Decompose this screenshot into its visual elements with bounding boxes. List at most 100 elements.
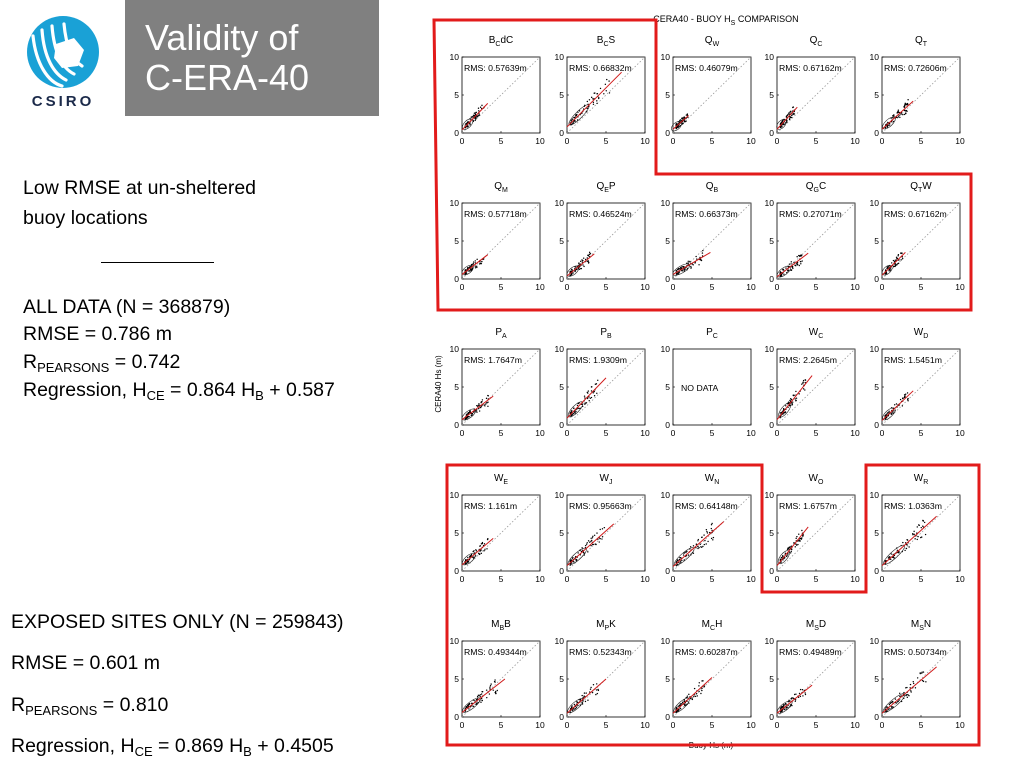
x-tick-label: 0 — [775, 428, 780, 438]
scatter-panel: PC 10 5 00 5 10 NO DATA — [661, 327, 756, 438]
y-tick-label: 10 — [870, 52, 880, 62]
y-tick-label: 10 — [555, 490, 565, 500]
x-tick-label: 5 — [604, 282, 609, 292]
x-tick-label: 5 — [814, 428, 819, 438]
scatter-panel: WE 10 5 00 5 10 RMS: 1.161m — [450, 473, 545, 584]
x-tick-label: 0 — [565, 428, 570, 438]
rms-label: RMS: 0.57718m — [464, 209, 527, 219]
panel-title: QEP — [596, 181, 615, 194]
x-tick-label: 5 — [499, 428, 504, 438]
rms-label: RMS: 1.9309m — [569, 355, 627, 365]
y-tick-label: 0 — [665, 128, 670, 138]
x-tick-label: 0 — [775, 282, 780, 292]
csiro-logo: CSIRO — [27, 16, 99, 110]
x-tick-label: 10 — [850, 282, 860, 292]
y-tick-label: 10 — [765, 636, 775, 646]
x-tick-label: 0 — [880, 136, 885, 146]
regression-line — [776, 252, 809, 278]
y-tick-label: 10 — [765, 490, 775, 500]
point-cloud — [884, 671, 927, 713]
panel-title: BCS — [597, 35, 616, 48]
x-tick-label: 5 — [710, 574, 715, 584]
x-tick-label: 5 — [814, 136, 819, 146]
x-tick-label: 5 — [499, 720, 504, 730]
rms-label: RMS: 0.95663m — [569, 501, 632, 511]
exposed-count: EXPOSED SITES ONLY (N = 259843) — [11, 611, 344, 633]
rms-label: RMS: 0.27071m — [779, 209, 842, 219]
scatter-panel: QTW 10 5 00 5 10 RMS: 0.67162m — [870, 181, 965, 292]
y-tick-label: 10 — [450, 636, 460, 646]
regression-line — [881, 515, 937, 567]
panel-title: WN — [705, 473, 720, 486]
x-tick-label: 0 — [880, 282, 885, 292]
x-tick-label: 10 — [746, 282, 756, 292]
y-tick-label: 10 — [661, 344, 671, 354]
rms-label: RMS: 0.66373m — [675, 209, 738, 219]
x-tick-label: 5 — [710, 428, 715, 438]
scatter-panel: QM 10 5 00 5 10 RMS: 0.57718m — [450, 181, 545, 292]
y-tick-label: 10 — [555, 344, 565, 354]
title-line-1: Validity of — [145, 17, 299, 58]
regression-line — [461, 395, 494, 421]
x-tick-label: 5 — [499, 574, 504, 584]
panel-title: QGC — [806, 181, 826, 194]
rms-label: RMS: 0.67162m — [884, 209, 947, 219]
y-tick-label: 5 — [665, 674, 670, 684]
x-tick-label: 0 — [775, 574, 780, 584]
scatter-panel: QGC 10 5 00 5 10 RMS: 0.27071m — [765, 181, 860, 292]
x-tick-label: 5 — [814, 282, 819, 292]
x-tick-label: 0 — [460, 282, 465, 292]
y-tick-label: 5 — [665, 90, 670, 100]
y-tick-label: 0 — [665, 566, 670, 576]
x-tick-label: 0 — [460, 720, 465, 730]
all-data-pearsons: RPEARSONS = 0.742 — [23, 351, 181, 375]
y-tick-label: 10 — [555, 636, 565, 646]
x-tick-label: 10 — [640, 282, 650, 292]
scatter-panel: MCH 10 5 00 5 10 RMS: 0.60287m — [661, 619, 756, 730]
y-axis-label: CERA40 Hs (m) — [434, 355, 443, 413]
y-tick-label: 0 — [559, 712, 564, 722]
y-tick-label: 5 — [454, 674, 459, 684]
australia-icon — [54, 38, 84, 68]
y-tick-label: 10 — [661, 198, 671, 208]
y-tick-label: 0 — [454, 420, 459, 430]
scatter-panel: WN 10 5 00 5 10 RMS: 0.64148m — [661, 473, 756, 584]
exposed-pearsons: RPEARSONS = 0.810 — [11, 694, 169, 718]
scatter-panel: WJ 10 5 00 5 10 RMS: 0.95663m — [555, 473, 650, 584]
panel-title: MPK — [596, 619, 616, 632]
regression-line — [566, 377, 607, 419]
rms-label: RMS: 0.46079m — [675, 63, 738, 73]
y-tick-label: 10 — [450, 198, 460, 208]
panel-title: QT — [915, 35, 928, 48]
x-tick-label: 10 — [850, 574, 860, 584]
regression-line — [776, 684, 813, 714]
x-tick-label: 5 — [919, 428, 924, 438]
reference-line — [461, 494, 541, 572]
y-tick-label: 10 — [450, 490, 460, 500]
rms-label: RMS: 0.67162m — [779, 63, 842, 73]
y-tick-label: 5 — [665, 382, 670, 392]
reference-line — [776, 494, 856, 572]
regression-line — [672, 677, 713, 714]
x-tick-label: 10 — [640, 136, 650, 146]
rms-label: RMS: 0.50734m — [884, 647, 947, 657]
y-tick-label: 0 — [454, 274, 459, 284]
x-tick-label: 10 — [535, 720, 545, 730]
panel-title: MBB — [491, 619, 511, 632]
scatter-panel: QEP 10 5 00 5 10 RMS: 0.46524m — [555, 181, 650, 292]
y-tick-label: 0 — [559, 274, 564, 284]
exposed-rmse: RMSE = 0.601 m — [11, 652, 161, 674]
x-tick-label: 0 — [460, 136, 465, 146]
y-tick-label: 10 — [450, 52, 460, 62]
y-tick-label: 0 — [559, 128, 564, 138]
y-tick-label: 0 — [665, 274, 670, 284]
scatter-panel: BCdC 10 5 00 5 10 RMS: 0.57639m — [450, 35, 545, 146]
regression-line — [881, 100, 914, 130]
slide-title: Validity of C-ERA-40 — [125, 0, 379, 116]
x-tick-label: 10 — [955, 428, 965, 438]
panel-title: WJ — [600, 473, 613, 486]
rms-label: RMS: 1.7647m — [464, 355, 522, 365]
x-tick-label: 10 — [535, 282, 545, 292]
